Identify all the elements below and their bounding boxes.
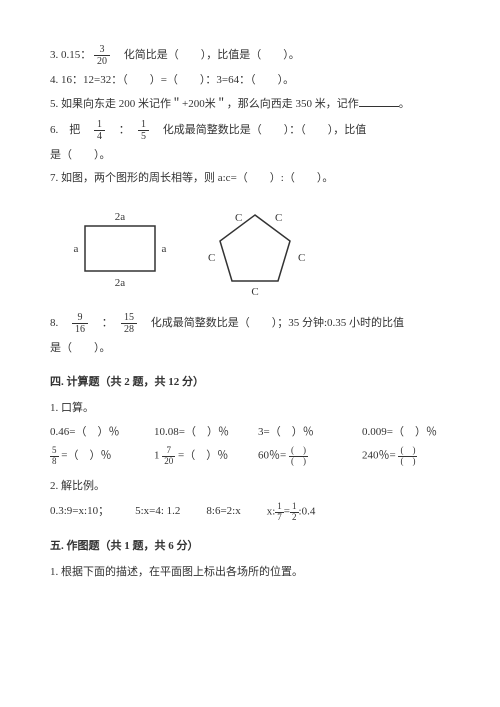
q3-frac-den: 20 <box>94 56 110 67</box>
r2c4-pre: 240％= <box>362 450 396 462</box>
r2c2-int: 1 <box>154 450 160 462</box>
q8-tail: 化成最简整数比是（ ）；35 分钟:0.35 小时的比值 <box>140 317 404 329</box>
q6-tail: 化成最简整数比是（ ）：（ ），比值 <box>152 124 367 136</box>
pent-label-5: C <box>208 252 215 264</box>
q6-frac2: 1 5 <box>138 119 149 142</box>
q5-suffix: 。 <box>399 98 410 110</box>
q8-f1n: 9 <box>72 312 88 324</box>
q6-prefix: 6. 把 <box>50 124 91 136</box>
calc-r2c2: 1 7 20 =（ ）％ <box>154 446 242 466</box>
calc-r1c3: 3=（ ）％ <box>258 423 346 443</box>
r4-pre: x: <box>267 506 276 518</box>
pent-label-1: C <box>235 212 242 224</box>
rect-top-label: 2a <box>115 211 126 223</box>
r4-f1d: 7 <box>275 513 284 522</box>
rect-left-label: a <box>74 243 79 255</box>
r2c4-den: ( ) <box>398 457 417 466</box>
r2c1-tail: =（ ）％ <box>59 450 112 462</box>
r2c1-den: 8 <box>50 457 59 466</box>
r2c4-frac: ( ) ( ) <box>398 446 417 466</box>
r2c3-pre: 60％= <box>258 450 286 462</box>
pent-label-4: C <box>251 286 258 298</box>
r2c1-frac: 5 8 <box>50 446 59 466</box>
calc-r1c2: 10.08=（ ）％ <box>154 423 242 443</box>
rectangle-figure: 2a 2a a a <box>60 206 180 296</box>
section-5-q1: 1. 根据下面的描述，在平面图上标出各场所的位置。 <box>50 563 450 583</box>
q3-prefix: 3. 0.15： <box>50 49 91 61</box>
q8-prefix: 8. <box>50 317 69 329</box>
section-4-q2: 2. 解比例。 <box>50 477 450 497</box>
question-5: 5. 如果向东走 200 米记作＂+200米＂，那么向西走 350 米，记作 。 <box>50 95 450 115</box>
question-6: 6. 把 1 4 ： 1 5 化成最简整数比是（ ）：（ ），比值 <box>50 119 450 142</box>
ratio-3: 8:6=2:x <box>206 502 240 522</box>
pent-label-2: C <box>275 212 282 224</box>
ratio-2: 5:x=4: 1.2 <box>135 502 180 522</box>
r2c2-frac: 7 20 <box>162 446 175 466</box>
section-4-title: 四. 计算题（共 2 题，共 12 分） <box>50 373 450 393</box>
q3-mid: 化简比是（ ），比值是（ ）。 <box>113 49 300 61</box>
question-8b: 是（ ）。 <box>50 339 450 359</box>
section-4-q1: 1. 口算。 <box>50 399 450 419</box>
calc-r1c4: 0.009=（ ）％ <box>362 423 450 443</box>
q6-f1d: 4 <box>94 131 105 142</box>
question-3: 3. 0.15： 3 20 化简比是（ ），比值是（ ）。 <box>50 44 450 67</box>
q6-f2n: 1 <box>138 119 149 131</box>
q6-frac1: 1 4 <box>94 119 105 142</box>
calc-row-2: 5 8 =（ ）％ 1 7 20 =（ ）％ 60％= ( ) ( ) 240％… <box>50 446 450 466</box>
q6-mid1: ： <box>108 124 136 136</box>
q6-f1n: 1 <box>94 119 105 131</box>
calc-r2c4: 240％= ( ) ( ) <box>362 446 450 466</box>
q8-f2n: 15 <box>121 312 137 324</box>
r4-frac2: 12 <box>290 502 299 522</box>
q3-fraction: 3 20 <box>94 44 110 67</box>
section-5-title: 五. 作图题（共 1 题，共 6 分） <box>50 537 450 557</box>
q6-f2d: 5 <box>138 131 149 142</box>
r2c3-frac: ( ) ( ) <box>289 446 308 466</box>
calc-r2c1: 5 8 =（ ）％ <box>50 446 138 466</box>
pent-label-3: C <box>298 252 305 264</box>
r2c3-den: ( ) <box>289 457 308 466</box>
ratio-1: 0.3:9=x:10； <box>50 502 109 522</box>
q5-text: 5. 如果向东走 200 米记作＂+200米＂，那么向西走 350 米，记作 <box>50 98 359 110</box>
r4-f2d: 2 <box>290 513 299 522</box>
q8-frac2: 15 28 <box>121 312 137 335</box>
calc-r1c1: 0.46=（ ）％ <box>50 423 138 443</box>
question-8: 8. 9 16 ： 15 28 化成最简整数比是（ ）；35 分钟:0.35 小… <box>50 312 450 335</box>
question-7: 7. 如图，两个图形的周长相等，则 a:c=（ ）:（ ）。 <box>50 169 450 189</box>
q8-mid: ： <box>91 317 119 329</box>
rect-right-label: a <box>162 243 167 255</box>
ratio-row: 0.3:9=x:10； 5:x=4: 1.2 8:6=2:x x:17=12:0… <box>50 502 450 522</box>
q8-f2d: 28 <box>121 324 137 335</box>
q8-f1d: 16 <box>72 324 88 335</box>
question-4: 4. 16：12=32：（ ）=（ ）：3=64：（ ）。 <box>50 71 450 91</box>
ratio-4: x:17=12:0.4 <box>267 502 316 522</box>
q8-frac1: 9 16 <box>72 312 88 335</box>
r4-frac1: 17 <box>275 502 284 522</box>
calc-row-1: 0.46=（ ）％ 10.08=（ ）％ 3=（ ）％ 0.009=（ ）％ <box>50 423 450 443</box>
r2c2-den: 20 <box>162 457 175 466</box>
r2c2-tail: =（ ）％ <box>175 450 228 462</box>
q5-blank <box>359 96 399 107</box>
question-6b: 是（ ）。 <box>50 146 450 166</box>
q3-frac-num: 3 <box>94 44 110 56</box>
figures-container: 2a 2a a a C C C C C <box>60 203 450 298</box>
pentagon-figure: C C C C C <box>200 203 310 298</box>
rect-bottom-label: 2a <box>115 277 126 289</box>
r4-tail: :0.4 <box>299 506 316 518</box>
calc-r2c3: 60％= ( ) ( ) <box>258 446 346 466</box>
